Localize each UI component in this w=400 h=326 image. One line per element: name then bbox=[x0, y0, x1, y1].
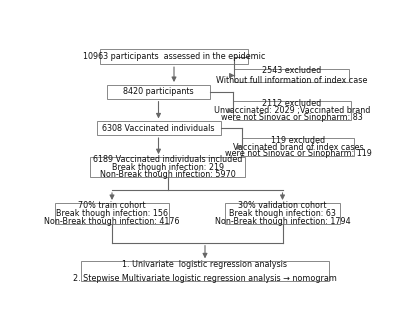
Text: 6308 Vaccinated individuals: 6308 Vaccinated individuals bbox=[102, 124, 215, 133]
Text: 119 excluded: 119 excluded bbox=[271, 136, 325, 145]
Text: 30% validation cohort: 30% validation cohort bbox=[238, 201, 327, 210]
Text: Without full information of index case: Without full information of index case bbox=[216, 76, 368, 85]
FancyBboxPatch shape bbox=[90, 157, 245, 177]
FancyBboxPatch shape bbox=[55, 203, 169, 224]
Text: 70% train cohort: 70% train cohort bbox=[78, 201, 146, 210]
Text: 2. Stepwise Multivariate logistic regression analysis → nomogram: 2. Stepwise Multivariate logistic regres… bbox=[73, 274, 337, 283]
Text: 2543 excluded: 2543 excluded bbox=[262, 66, 322, 75]
FancyBboxPatch shape bbox=[242, 138, 354, 156]
FancyBboxPatch shape bbox=[225, 203, 340, 224]
FancyBboxPatch shape bbox=[233, 101, 351, 120]
FancyBboxPatch shape bbox=[107, 85, 210, 99]
Text: Non-Break though infection: 4176: Non-Break though infection: 4176 bbox=[44, 217, 180, 226]
FancyBboxPatch shape bbox=[234, 68, 349, 82]
Text: 10963 participants  assessed in the epidemic: 10963 participants assessed in the epide… bbox=[83, 52, 265, 61]
FancyBboxPatch shape bbox=[100, 49, 248, 64]
Text: Break though infection: 219: Break though infection: 219 bbox=[112, 163, 224, 172]
Text: Non-Break though infection: 5970: Non-Break though infection: 5970 bbox=[100, 170, 236, 179]
Text: Break though infection: 63: Break though infection: 63 bbox=[229, 209, 336, 218]
Text: Non-Break though infection: 1794: Non-Break though infection: 1794 bbox=[215, 217, 350, 226]
Text: Unvaccinated: 2029 ;Vaccinated brand: Unvaccinated: 2029 ;Vaccinated brand bbox=[214, 106, 370, 115]
FancyBboxPatch shape bbox=[96, 121, 220, 135]
Text: were not Sinovac or Sinopharm: 119: were not Sinovac or Sinopharm: 119 bbox=[224, 149, 372, 158]
Text: 8420 participants: 8420 participants bbox=[123, 87, 194, 96]
Text: were not Sinovac or Sinopharm: 83: were not Sinovac or Sinopharm: 83 bbox=[221, 113, 363, 122]
Text: Vaccinated brand of index cases: Vaccinated brand of index cases bbox=[233, 142, 363, 152]
FancyBboxPatch shape bbox=[81, 261, 329, 281]
Text: 2112 excluded: 2112 excluded bbox=[262, 99, 322, 108]
Text: 1. Univariate  logistic regression analysis: 1. Univariate logistic regression analys… bbox=[122, 259, 288, 269]
Text: Break though infection: 156: Break though infection: 156 bbox=[56, 209, 168, 218]
Text: 6189 Vaccinated individuals included: 6189 Vaccinated individuals included bbox=[93, 156, 242, 164]
